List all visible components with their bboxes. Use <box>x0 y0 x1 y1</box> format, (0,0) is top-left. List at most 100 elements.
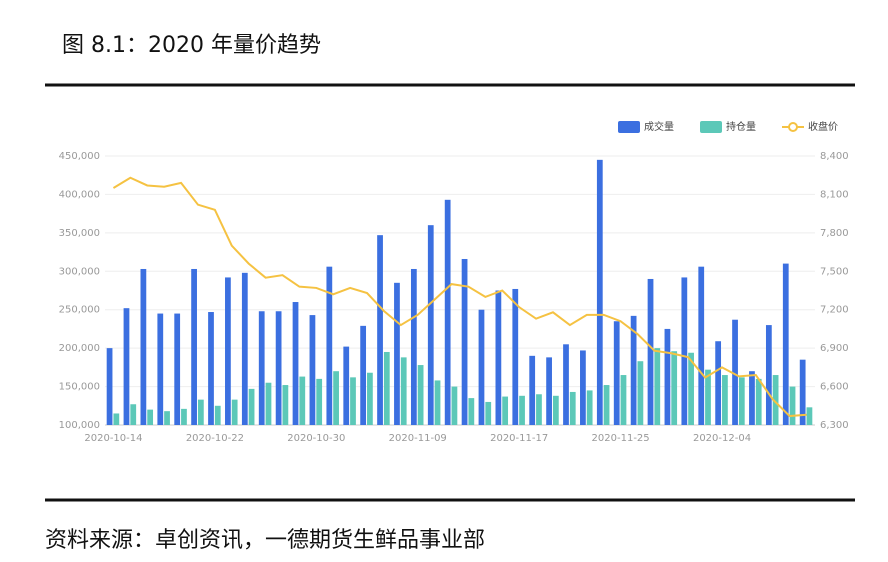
bar <box>350 377 356 425</box>
bar <box>383 351 390 425</box>
bar <box>197 399 204 425</box>
x-tick-label: 2020-10-22 <box>186 433 244 444</box>
bar <box>688 352 694 425</box>
y-tick-label: 200,000 <box>59 343 100 354</box>
bar <box>806 407 813 425</box>
bar <box>671 351 678 425</box>
bar <box>241 272 248 425</box>
bar <box>613 321 620 425</box>
legend-label: 持仓量 <box>726 120 756 133</box>
y-tick-label: 300,000 <box>59 266 100 277</box>
bar <box>630 315 637 425</box>
legend-label: 成交量 <box>644 120 674 133</box>
bar <box>113 413 120 425</box>
bar <box>536 394 542 425</box>
x-tick-label: 2020-11-17 <box>490 433 548 444</box>
legend-swatch <box>700 121 722 133</box>
bar <box>738 377 745 425</box>
bar <box>637 361 644 425</box>
bar <box>231 399 238 425</box>
bar <box>519 395 525 425</box>
bar <box>705 369 711 425</box>
y2-tick-label: 6,300 <box>820 420 849 431</box>
bar <box>326 266 333 425</box>
bar <box>282 385 289 425</box>
y-tick-label: 250,000 <box>59 305 100 316</box>
bar <box>434 380 441 425</box>
bar <box>451 386 458 425</box>
bar <box>147 409 154 425</box>
y2-tick-label: 6,600 <box>820 382 849 393</box>
bar <box>316 378 323 425</box>
y2-tick-label: 8,100 <box>820 189 849 200</box>
y2-tick-label: 6,900 <box>820 343 849 354</box>
bar <box>681 277 688 425</box>
bar <box>106 348 113 425</box>
bar <box>546 357 552 425</box>
bar <box>772 375 779 425</box>
bar <box>485 401 492 425</box>
bar <box>732 319 738 425</box>
y2-tick-label: 8,400 <box>820 151 849 162</box>
bar <box>309 315 316 425</box>
line <box>112 176 807 418</box>
bar <box>360 325 367 425</box>
bar <box>596 159 603 426</box>
x-tick-label: 2020-11-25 <box>592 433 650 444</box>
bar <box>248 388 255 425</box>
bar <box>580 350 586 425</box>
x-tick-label: 2020-11-09 <box>389 433 447 444</box>
bar <box>123 308 130 425</box>
bar <box>164 411 170 425</box>
y-tick-label: 150,000 <box>59 382 100 393</box>
bar <box>563 344 569 425</box>
y-tick-label: 400,000 <box>59 189 100 200</box>
bar <box>749 371 755 425</box>
bar <box>394 282 400 425</box>
bar <box>292 302 299 425</box>
bar <box>417 365 424 425</box>
y2-tick-label: 7,800 <box>820 228 849 239</box>
bar <box>461 258 468 425</box>
bar <box>400 357 407 425</box>
bar <box>654 348 661 425</box>
bar <box>468 398 475 425</box>
bar <box>698 266 705 425</box>
bar <box>664 328 671 425</box>
bar <box>647 278 654 425</box>
bar <box>502 396 509 425</box>
bar <box>603 385 610 425</box>
bar <box>258 311 265 425</box>
x-tick-label: 2020-10-14 <box>84 433 142 444</box>
bar <box>755 378 762 425</box>
y-tick-label: 100,000 <box>59 420 100 431</box>
bar <box>799 359 806 425</box>
bar <box>552 395 559 425</box>
bar <box>208 312 214 425</box>
bar <box>529 355 536 425</box>
y2-tick-label: 7,500 <box>820 266 849 277</box>
bar <box>214 405 221 425</box>
bar <box>275 311 282 425</box>
y-tick-label: 450,000 <box>59 151 100 162</box>
chart-title: 图 8.1：2020 年量价趋势 <box>62 33 321 58</box>
x-tick-label: 2020-12-04 <box>693 433 751 444</box>
bar <box>157 313 164 425</box>
legend-swatch <box>618 121 640 133</box>
bar <box>620 375 627 425</box>
bar <box>722 375 728 425</box>
legend-label: 收盘价 <box>808 120 838 133</box>
bar <box>299 376 306 425</box>
bar <box>191 268 197 425</box>
y-tick-label: 350,000 <box>59 228 100 239</box>
bar <box>444 199 451 425</box>
bar <box>569 391 576 425</box>
bar <box>765 325 772 425</box>
bar <box>478 309 485 425</box>
bar <box>427 225 434 425</box>
bar <box>586 390 593 425</box>
source: 资料来源：卓创资讯，一德期货生鲜品事业部 <box>45 528 485 553</box>
bar <box>715 341 722 425</box>
bar <box>410 268 417 425</box>
